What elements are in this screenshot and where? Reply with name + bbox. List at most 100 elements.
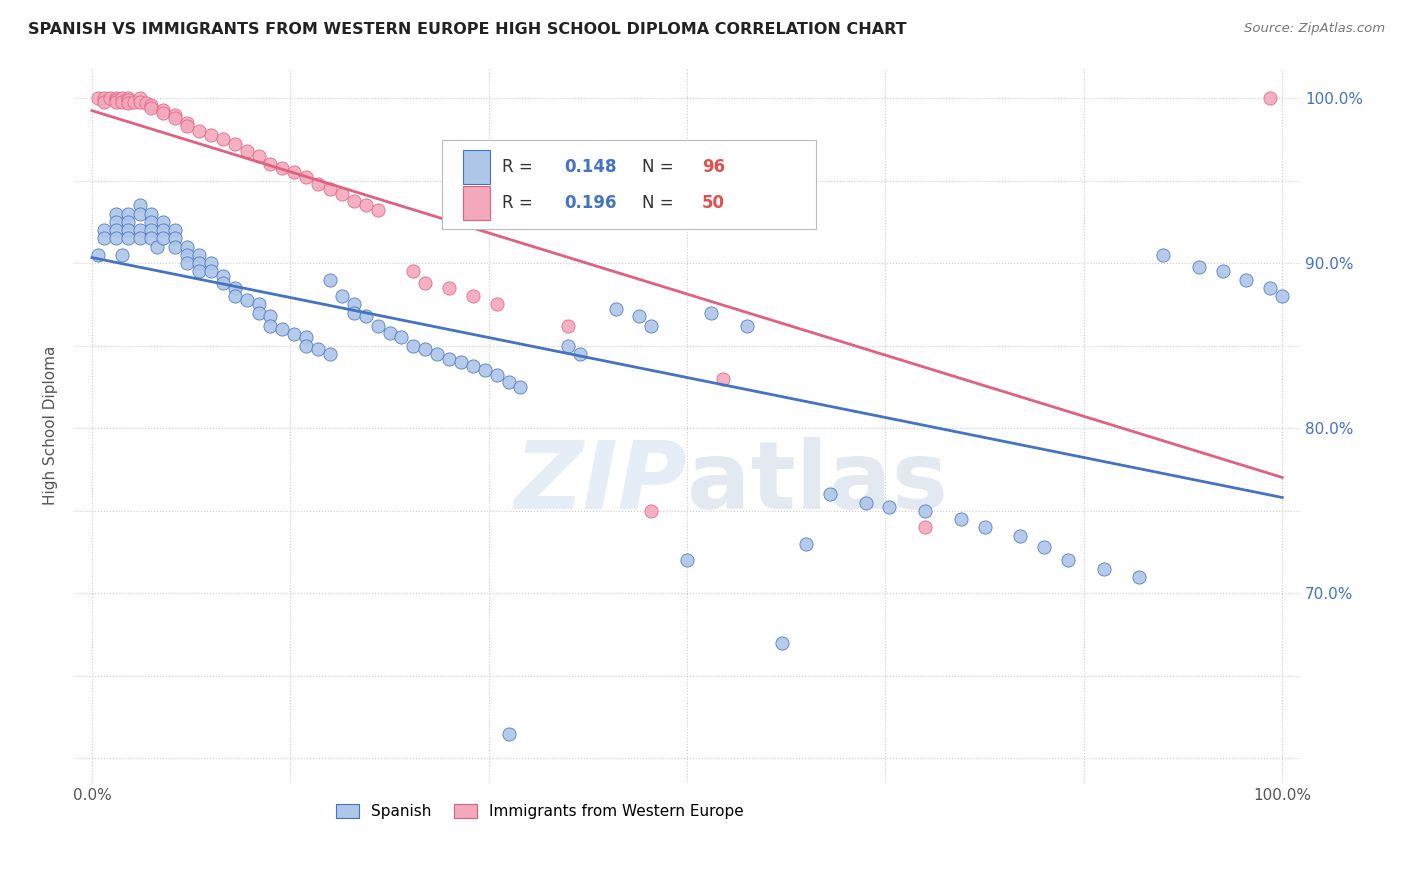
Point	[330, 186, 353, 201]
Text: ZIP: ZIP	[515, 437, 688, 529]
Point	[141, 231, 163, 245]
Point	[176, 256, 198, 270]
Point	[402, 339, 425, 353]
Point	[111, 95, 134, 109]
Point	[200, 264, 222, 278]
Point	[1128, 570, 1150, 584]
Point	[128, 95, 150, 109]
Point	[200, 128, 222, 142]
Point	[1057, 553, 1080, 567]
Point	[319, 273, 342, 287]
Point	[176, 116, 198, 130]
Point	[794, 537, 817, 551]
Point	[176, 248, 198, 262]
Point	[354, 198, 377, 212]
Point	[247, 306, 270, 320]
Point	[165, 240, 187, 254]
Text: 0.148: 0.148	[564, 158, 617, 176]
Point	[188, 248, 211, 262]
Point	[259, 318, 281, 333]
Point	[117, 91, 139, 105]
Point	[93, 95, 115, 109]
Point	[104, 95, 127, 109]
Point	[498, 375, 520, 389]
Point	[557, 318, 579, 333]
Text: R =: R =	[502, 158, 538, 176]
Point	[628, 309, 651, 323]
Point	[98, 91, 121, 105]
Point	[367, 318, 389, 333]
Point	[1033, 540, 1056, 554]
Point	[450, 355, 472, 369]
Point	[165, 111, 187, 125]
Point	[235, 144, 257, 158]
Point	[104, 207, 127, 221]
Point	[111, 91, 134, 105]
Point	[176, 240, 198, 254]
Point	[146, 240, 169, 254]
Point	[111, 248, 134, 262]
Point	[770, 636, 793, 650]
Point	[271, 322, 294, 336]
Point	[117, 93, 139, 107]
Point	[485, 368, 508, 383]
Point	[855, 495, 877, 509]
Point	[426, 347, 449, 361]
Point	[93, 91, 115, 105]
Point	[247, 149, 270, 163]
Point	[128, 223, 150, 237]
Point	[735, 318, 758, 333]
Point	[165, 231, 187, 245]
FancyBboxPatch shape	[463, 150, 489, 185]
Point	[437, 281, 460, 295]
Point	[295, 170, 318, 185]
Point	[1258, 91, 1281, 105]
Y-axis label: High School Diploma: High School Diploma	[44, 346, 58, 506]
Point	[640, 318, 662, 333]
Point	[128, 198, 150, 212]
Point	[354, 309, 377, 323]
FancyBboxPatch shape	[441, 140, 815, 229]
Point	[474, 363, 496, 377]
Point	[402, 264, 425, 278]
Point	[378, 326, 401, 340]
Point	[224, 289, 246, 303]
Point	[319, 182, 342, 196]
Point	[141, 223, 163, 237]
Point	[152, 223, 174, 237]
Point	[1152, 248, 1174, 262]
Point	[152, 103, 174, 117]
Point	[235, 293, 257, 307]
Point	[413, 276, 436, 290]
Point	[188, 264, 211, 278]
Point	[134, 96, 156, 111]
Text: SPANISH VS IMMIGRANTS FROM WESTERN EUROPE HIGH SCHOOL DIPLOMA CORRELATION CHART: SPANISH VS IMMIGRANTS FROM WESTERN EUROP…	[28, 22, 907, 37]
Point	[557, 339, 579, 353]
Point	[307, 177, 329, 191]
Point	[1212, 264, 1234, 278]
Point	[117, 223, 139, 237]
Text: 50: 50	[702, 194, 724, 211]
Point	[152, 231, 174, 245]
Point	[87, 248, 110, 262]
Point	[283, 165, 305, 179]
Point	[104, 93, 127, 107]
Point	[224, 137, 246, 152]
Legend: Spanish, Immigrants from Western Europe: Spanish, Immigrants from Western Europe	[329, 798, 751, 825]
Point	[104, 231, 127, 245]
Text: 96: 96	[702, 158, 725, 176]
Point	[1271, 289, 1294, 303]
Point	[389, 330, 412, 344]
Point	[224, 281, 246, 295]
Point	[1258, 281, 1281, 295]
Point	[319, 347, 342, 361]
Point	[247, 297, 270, 311]
Point	[1188, 260, 1211, 274]
Point	[165, 108, 187, 122]
Point	[141, 215, 163, 229]
Point	[461, 359, 484, 373]
Point	[117, 215, 139, 229]
Point	[259, 157, 281, 171]
Point	[818, 487, 841, 501]
Point	[122, 95, 145, 109]
